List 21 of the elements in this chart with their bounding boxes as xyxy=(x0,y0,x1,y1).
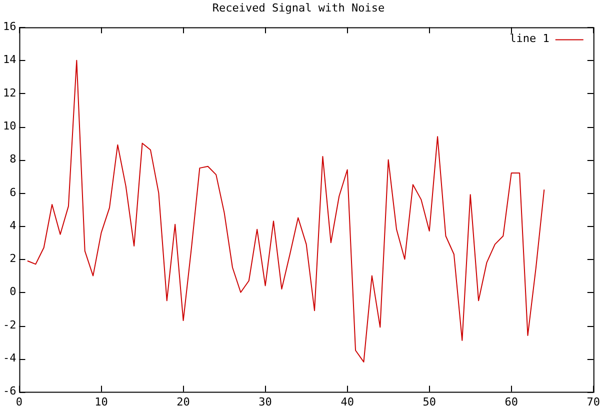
x-tick-label: 10 xyxy=(94,395,108,408)
chart-title: Received Signal with Noise xyxy=(212,1,385,14)
x-tick-label: 20 xyxy=(176,395,190,408)
y-tick-label: 14 xyxy=(2,53,17,66)
y-tick-label: -4 xyxy=(2,352,17,365)
x-tick-label: 30 xyxy=(258,395,272,408)
y-tick-label: 4 xyxy=(10,218,17,232)
y-tick-label: 8 xyxy=(10,152,16,166)
y-tick-label: 2 xyxy=(10,252,16,266)
y-tick-label: 10 xyxy=(2,119,16,132)
x-tick-label: 60 xyxy=(504,395,518,408)
y-tick-label: -2 xyxy=(2,318,16,332)
legend-label: line 1 xyxy=(510,32,550,46)
x-tick-label: 40 xyxy=(340,395,354,408)
y-tick-label: -6 xyxy=(2,384,16,398)
y-tick-label: 16 xyxy=(2,20,16,34)
y-tick-label: 12 xyxy=(2,86,16,100)
x-tick-label: 70 xyxy=(586,395,600,408)
x-tick-label: 50 xyxy=(422,395,436,408)
y-tick-label: 0 xyxy=(10,285,16,298)
y-tick-label: 6 xyxy=(10,186,16,199)
